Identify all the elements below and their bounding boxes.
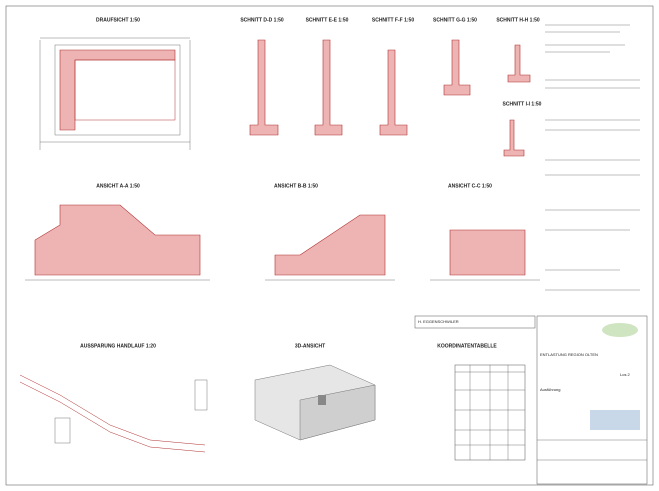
- view-title: ANSICHT A-A 1:50: [96, 183, 140, 189]
- project: ENTLASTUNG REGION OLTEN: [540, 352, 598, 357]
- view-title: SCHNITT F-F 1:50: [372, 17, 414, 23]
- view-title: SCHNITT I-I 1:50: [503, 101, 542, 107]
- view-title: SCHNITT G-G 1:50: [433, 17, 477, 23]
- view-title: DRAUFSICHT 1:50: [96, 17, 140, 23]
- notes: [545, 24, 640, 291]
- handrail-detail: [19, 374, 208, 453]
- view-title: SCHNITT H-H 1:50: [496, 17, 540, 23]
- view-title: KOORDINATENTABELLE: [437, 343, 497, 349]
- view-title: SCHNITT E-E 1:50: [306, 17, 349, 23]
- view-title: ANSICHT C-C 1:50: [448, 183, 492, 189]
- elevations: [25, 204, 540, 281]
- title-block: H. EGGENSCHWILER ENTLASTUNG REGION OLTEN…: [414, 315, 648, 485]
- sections: [249, 39, 531, 157]
- view-title: AUSSPARUNG HANDLAUF 1:20: [80, 343, 156, 349]
- engineer: H. EGGENSCHWILER: [418, 319, 459, 324]
- view-title: 3D-ANSICHT: [295, 343, 325, 349]
- lot: Los 2: [620, 372, 631, 377]
- view-title: SCHNITT D-D 1:50: [240, 17, 284, 23]
- view-title: ANSICHT B-B 1:50: [274, 183, 318, 189]
- phase: Ausführung: [540, 387, 560, 392]
- isometric-view: [254, 364, 376, 441]
- plan-view: [39, 37, 191, 150]
- coordinate-table: [454, 364, 526, 461]
